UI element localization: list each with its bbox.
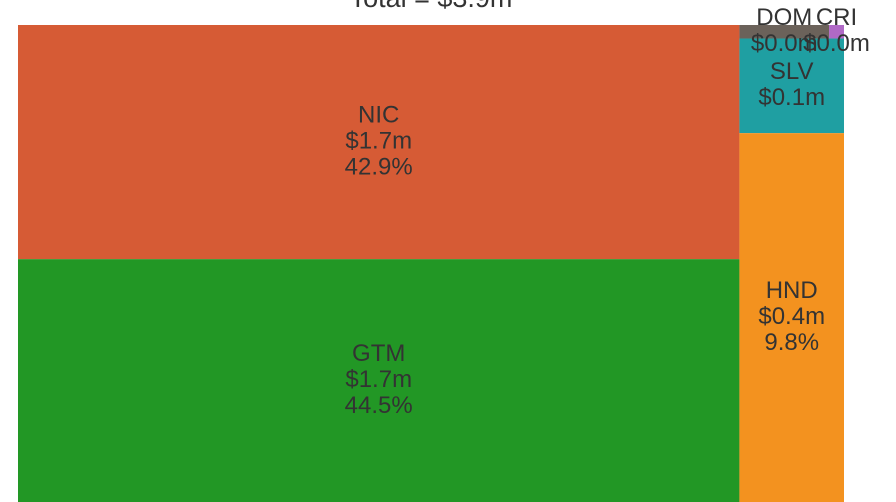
chart-title: Total = $3.9m (350, 0, 513, 13)
tile-label: NIC (358, 101, 399, 128)
tile (18, 259, 740, 502)
tile-label: HND (766, 277, 818, 304)
tile (829, 25, 844, 39)
tile-label: SLV (770, 58, 814, 85)
tile-label: 9.8% (764, 329, 819, 356)
tile-label: $0.4m (758, 303, 825, 330)
tile-label: 42.9% (345, 153, 413, 180)
tile (739, 133, 844, 502)
tile-label: GTM (352, 340, 405, 367)
tile-label: $0.0m (751, 30, 818, 57)
tile-label: 44.5% (345, 392, 413, 419)
tile-label: $1.7m (345, 366, 412, 393)
tile (739, 25, 830, 39)
tile-label: CRI (816, 4, 857, 31)
tile (739, 38, 844, 134)
tile-label: $0.0m (803, 30, 870, 57)
tile-label: $1.7m (345, 127, 412, 154)
tile-label: $0.1m (758, 84, 825, 111)
tile (18, 25, 740, 260)
tile-label: DOM (756, 4, 812, 31)
